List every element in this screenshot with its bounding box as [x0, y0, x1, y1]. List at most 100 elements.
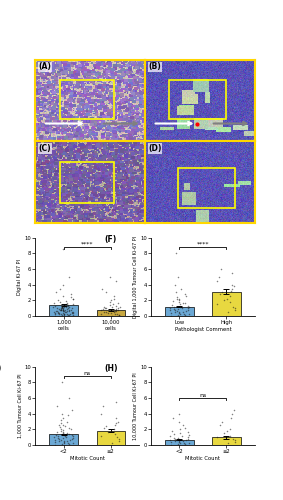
Point [175, 436, 179, 444]
X-axis label: Mitotic Count: Mitotic Count [70, 456, 105, 461]
Point [61, 292, 65, 300]
Point [104, 308, 108, 316]
Point [110, 312, 115, 320]
Point [171, 297, 176, 305]
Point [186, 304, 191, 312]
Point [61, 310, 66, 318]
Point [230, 284, 235, 292]
Point [182, 300, 187, 308]
Point [112, 426, 116, 434]
Point [108, 298, 112, 306]
Point [59, 310, 63, 318]
Point [59, 410, 64, 418]
Point [68, 293, 73, 301]
Point [187, 439, 192, 447]
Point [177, 296, 181, 304]
Point [231, 406, 236, 414]
Point [65, 310, 70, 318]
Point [114, 419, 119, 427]
Text: (A): (A) [39, 62, 52, 72]
Point [67, 424, 71, 432]
Point [112, 294, 117, 302]
Point [57, 422, 61, 430]
Point [60, 420, 65, 428]
Point [231, 434, 235, 442]
Point [174, 293, 179, 301]
Point [232, 438, 237, 446]
Point [59, 427, 63, 435]
Point [59, 304, 64, 312]
Point [228, 292, 232, 300]
Bar [212, 437, 241, 445]
Point [61, 414, 65, 422]
Point [62, 438, 67, 446]
Point [113, 305, 118, 313]
Point [56, 296, 60, 304]
Point [104, 288, 108, 296]
Point [54, 288, 58, 296]
Point [57, 298, 62, 306]
Point [62, 430, 66, 438]
Point [226, 440, 231, 448]
Point [168, 436, 173, 444]
Point [176, 310, 181, 318]
Point [70, 308, 74, 316]
Point [177, 410, 181, 418]
Point [108, 273, 112, 281]
Point [65, 418, 69, 426]
Point [100, 306, 105, 314]
Point [112, 292, 116, 300]
Point [63, 306, 67, 314]
Y-axis label: 10,000 Tumour Cell Ki-67 PI: 10,000 Tumour Cell Ki-67 PI [133, 372, 138, 440]
Point [61, 310, 66, 318]
Point [71, 439, 76, 447]
Point [57, 306, 62, 314]
Text: (C): (C) [39, 144, 51, 153]
Point [64, 303, 69, 311]
Point [225, 294, 229, 302]
Point [60, 305, 65, 313]
Point [63, 308, 68, 316]
Text: ns: ns [199, 392, 207, 398]
Point [183, 307, 188, 315]
Point [54, 308, 58, 316]
Point [175, 307, 179, 315]
Point [55, 402, 59, 410]
Point [231, 302, 235, 310]
Point [167, 304, 172, 312]
Point [114, 302, 119, 310]
Point [113, 420, 117, 428]
Point [55, 306, 60, 314]
Point [66, 311, 70, 319]
Point [67, 430, 71, 438]
X-axis label: Mitotic Count: Mitotic Count [185, 456, 220, 461]
Point [106, 428, 110, 436]
Point [70, 304, 74, 312]
Point [175, 296, 179, 304]
Point [181, 436, 185, 444]
Point [68, 310, 72, 318]
Point [68, 424, 73, 432]
Point [220, 288, 224, 296]
Point [61, 280, 65, 288]
Point [116, 304, 120, 312]
Point [179, 432, 184, 440]
Point [61, 428, 66, 436]
Point [232, 306, 237, 314]
Point [186, 304, 191, 312]
Point [71, 432, 75, 440]
Point [99, 284, 104, 292]
Point [52, 436, 57, 444]
Point [67, 312, 72, 320]
Point [102, 302, 106, 310]
Point [54, 431, 58, 439]
Point [61, 246, 66, 254]
Point [219, 265, 223, 273]
Point [183, 440, 188, 448]
Point [68, 436, 72, 444]
Point [114, 306, 119, 314]
Point [182, 424, 187, 432]
Y-axis label: 1,000 Tumour Cell Ki-67 PI: 1,000 Tumour Cell Ki-67 PI [17, 374, 22, 438]
Point [173, 306, 177, 314]
Bar [178, 168, 235, 208]
